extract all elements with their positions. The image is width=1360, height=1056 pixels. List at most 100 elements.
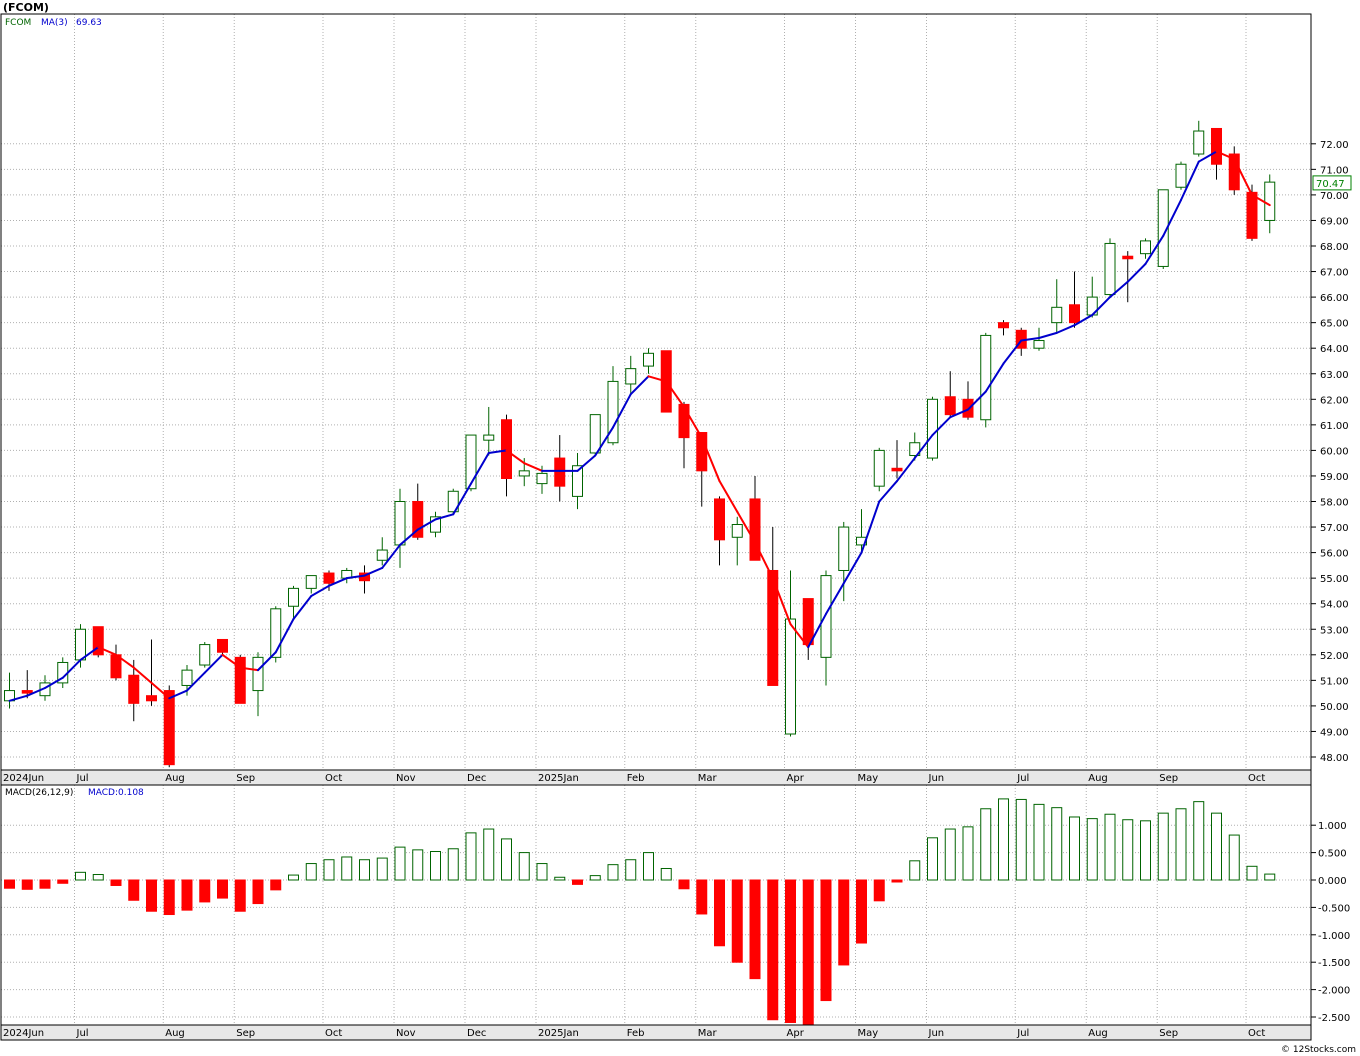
macd-bar: [1211, 812, 1222, 881]
ma-segment: [771, 577, 792, 626]
macd-bar: [270, 879, 282, 891]
macd-bar: [305, 863, 317, 881]
macd-bar: [625, 859, 637, 881]
candle-body: [1228, 153, 1240, 191]
candle: [270, 606, 282, 663]
candle-body: [1051, 306, 1063, 324]
ma-segment: [505, 449, 526, 465]
candle-body: [873, 449, 885, 487]
price-y-tick-label: 52.00: [1320, 651, 1349, 662]
macd-bar: [856, 879, 867, 944]
macd-bar: [57, 879, 69, 884]
macd-bar: [1122, 819, 1134, 881]
macd-bar: [252, 879, 264, 905]
price-y-tick-label: 69.00: [1320, 216, 1349, 227]
macd-bars: [4, 798, 1276, 1025]
macd-y-tick-label: 1.000: [1318, 821, 1347, 832]
ma-segment: [1002, 339, 1023, 365]
macd-bar: [536, 863, 548, 881]
price-x-axis-band: [0, 769, 1312, 786]
ma-segment: [1091, 296, 1111, 316]
price-x-tick-label: Jun: [928, 773, 945, 784]
candle: [217, 638, 228, 655]
macd-x-tick-label: Aug: [1088, 1028, 1108, 1039]
candle: [376, 537, 388, 566]
ma-segment: [61, 658, 82, 679]
macd-bar: [1086, 818, 1098, 881]
macd-bar: [92, 874, 104, 881]
macd-bar: [359, 859, 370, 881]
macd-x-tick-label: Sep: [1159, 1028, 1178, 1039]
candle-body: [589, 414, 601, 454]
macd-bar: [944, 828, 956, 881]
price-panel-background: [1, 14, 1311, 770]
candle-body: [430, 516, 441, 533]
candle: [128, 659, 140, 722]
macd-bar: [785, 879, 796, 1023]
ma-segment: [789, 623, 810, 649]
candle-body: [163, 690, 175, 766]
candle: [234, 654, 246, 704]
ma-segment: [470, 451, 490, 485]
candle: [714, 496, 725, 566]
ma-segment: [239, 666, 259, 672]
price-y-tick-label: 65.00: [1320, 319, 1349, 330]
candle: [305, 575, 317, 594]
candle: [589, 414, 601, 456]
ma-segment: [132, 666, 153, 684]
macd-bar: [714, 879, 725, 947]
candle-body: [447, 490, 459, 513]
ma-segment: [203, 653, 224, 674]
price-y-tick-label: 60.00: [1320, 446, 1349, 457]
candle-body: [75, 628, 86, 661]
candle: [731, 516, 743, 566]
ma-segment: [310, 584, 330, 598]
macd-bar: [483, 828, 495, 881]
price-y-tick-label: 53.00: [1320, 625, 1349, 636]
candle: [838, 521, 850, 602]
candle-body: [714, 498, 725, 541]
candle: [1228, 146, 1240, 195]
macd-y-axis: 1.000 0.500 0.000 -0.500 -1.000 -1.500 -2.000 -…: [1311, 821, 1350, 1024]
macd-x-tick-label: Oct: [1248, 1028, 1265, 1039]
macd-bar: [1140, 820, 1151, 881]
candle-body: [199, 644, 211, 666]
macd-bar: [802, 879, 814, 1025]
ma-segment: [967, 390, 987, 411]
candle-body: [305, 575, 317, 589]
candle-body: [838, 526, 850, 571]
candle-body: [518, 470, 530, 477]
candle-body: [927, 398, 938, 459]
candle-body: [749, 498, 761, 561]
candle: [820, 570, 832, 686]
macd-bar: [1015, 798, 1027, 881]
price-ma-line: [8, 150, 1271, 702]
ma-segment: [754, 541, 774, 580]
macd-y-tick-label: -0.500: [1318, 903, 1350, 914]
macd-x-tick-label: Feb: [627, 1028, 645, 1039]
candle-body: [146, 695, 157, 702]
candle-body: [785, 618, 796, 735]
candle-body: [980, 334, 992, 421]
candle-body: [820, 575, 832, 658]
price-x-tick-label: Apr: [787, 773, 805, 784]
candle: [625, 355, 637, 395]
ma-segment: [97, 646, 117, 656]
candle: [909, 432, 921, 461]
macd-bar: [4, 879, 15, 889]
ma-segment: [168, 689, 188, 700]
ma-segment: [1020, 336, 1040, 342]
price-y-tick-label: 61.00: [1320, 421, 1349, 432]
price-x-tick-label: Jul: [1016, 773, 1029, 784]
price-x-tick-label: Oct: [1248, 773, 1265, 784]
candle-body: [1069, 304, 1080, 324]
candle: [92, 626, 104, 658]
candle-body: [376, 549, 388, 561]
macd-bar: [660, 867, 672, 881]
ma-segment: [1233, 158, 1253, 196]
macd-bar: [1104, 813, 1116, 881]
ma-segment: [1038, 331, 1058, 339]
candle-body: [1246, 191, 1258, 239]
candle: [998, 320, 1009, 336]
macd-value-label: MACD:0.108: [88, 788, 144, 798]
